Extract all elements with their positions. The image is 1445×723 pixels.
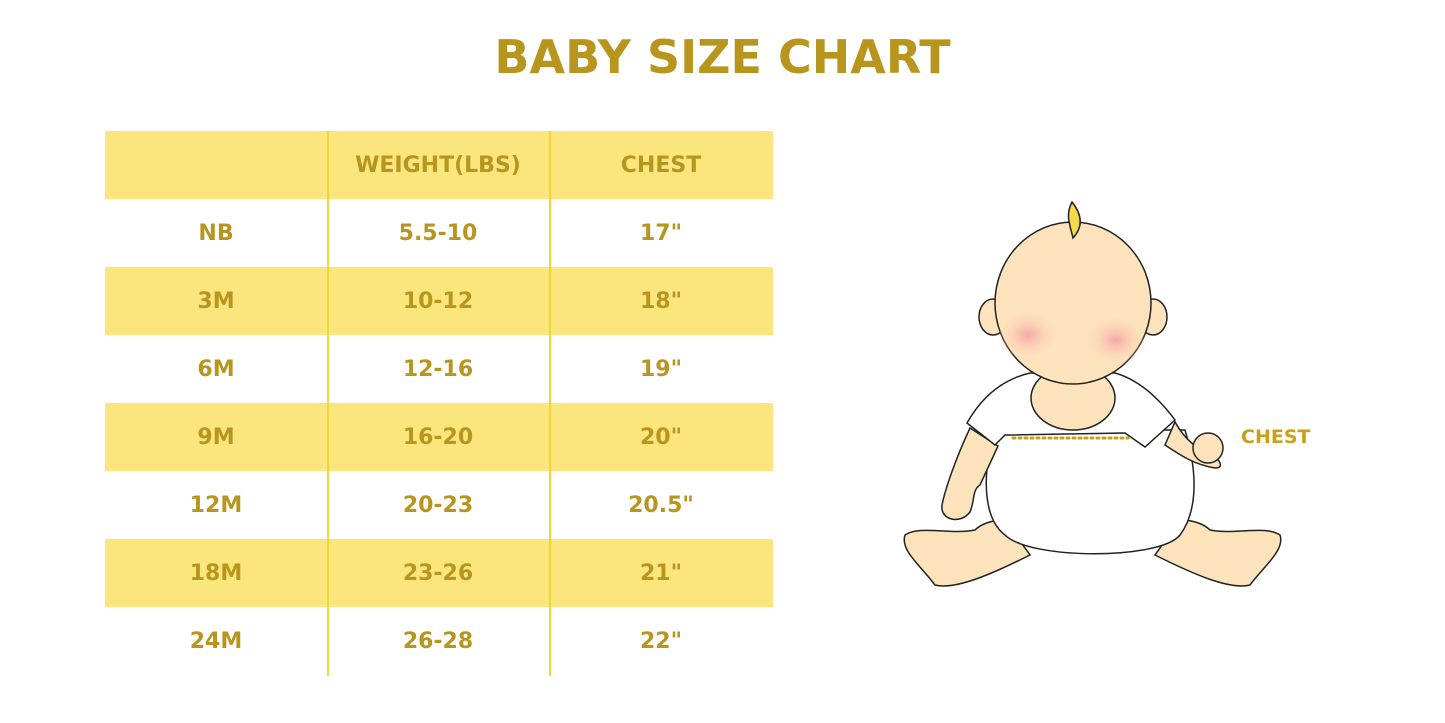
chest-cell: 17": [639, 220, 683, 246]
table-header-row: WEIGHT(LBS) CHEST: [105, 131, 773, 199]
right-cheek: [1084, 314, 1148, 366]
table-row: NB 5.5-10 17": [105, 199, 773, 267]
chest-cell: 20": [639, 424, 683, 450]
size-cell: 6M: [197, 356, 235, 382]
header-size: [105, 131, 327, 199]
chest-cell: 22": [639, 628, 683, 654]
table-row: 24M 26-28 22": [105, 607, 773, 675]
weight-cell: 12-16: [402, 356, 474, 382]
column-divider: [327, 131, 329, 676]
size-table: WEIGHT(LBS) CHEST NB 5.5-10 17" 3M 10-12…: [105, 131, 773, 675]
table-row: 3M 10-12 18": [105, 267, 773, 335]
column-divider: [549, 131, 551, 676]
chest-cell: 18": [639, 288, 683, 314]
size-cell: NB: [198, 220, 234, 246]
size-cell: 24M: [189, 628, 243, 654]
hair-curl: [1067, 200, 1081, 240]
table-row: 6M 12-16 19": [105, 335, 773, 403]
weight-cell: 16-20: [402, 424, 474, 450]
size-cell: 18M: [189, 560, 243, 586]
table-row: 12M 20-23 20.5": [105, 471, 773, 539]
right-fist: [1192, 432, 1224, 464]
weight-cell: 10-12: [402, 288, 474, 314]
chest-cell: 21": [639, 560, 683, 586]
weight-cell: 20-23: [402, 492, 474, 518]
chest-cell: 20.5": [628, 492, 694, 518]
table-row: 9M 16-20 20": [105, 403, 773, 471]
left-cheek: [996, 309, 1060, 361]
size-cell: 3M: [197, 288, 235, 314]
header-chest: CHEST: [620, 152, 702, 178]
chest-label: CHEST: [1241, 426, 1311, 448]
size-cell: 9M: [197, 424, 235, 450]
page-title: BABY SIZE CHART: [494, 30, 951, 84]
weight-cell: 26-28: [402, 628, 474, 654]
size-cell: 12M: [189, 492, 243, 518]
left-arm: [941, 426, 999, 521]
weight-cell: 5.5-10: [398, 220, 478, 246]
baby-illustration: [903, 200, 1282, 587]
table-row: 18M 23-26 21": [105, 539, 773, 607]
chest-cell: 19": [639, 356, 683, 382]
onesie-body: [985, 429, 1195, 555]
weight-cell: 23-26: [402, 560, 474, 586]
header-weight: WEIGHT(LBS): [355, 152, 521, 178]
